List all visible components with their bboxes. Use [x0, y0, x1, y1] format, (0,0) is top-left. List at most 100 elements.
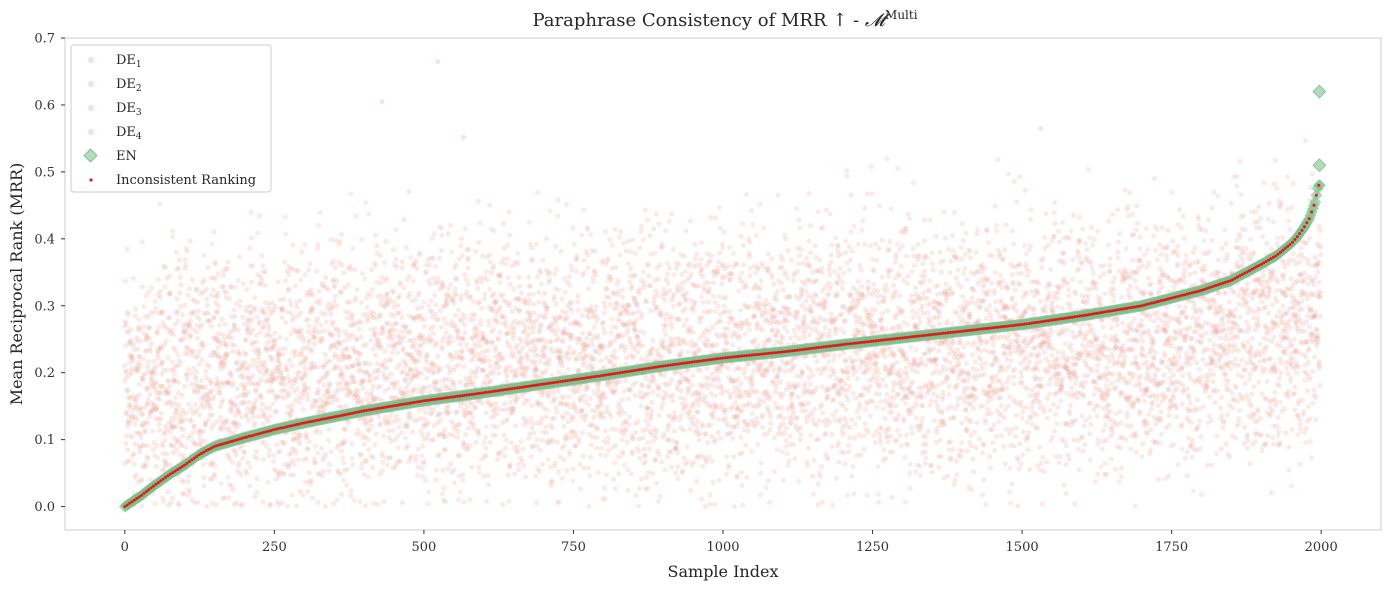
de-point	[654, 211, 660, 217]
de-point	[1012, 287, 1018, 293]
de-point	[673, 440, 679, 446]
de-point	[1155, 315, 1161, 321]
de-point	[312, 460, 318, 466]
de-point	[334, 278, 340, 284]
de-point	[127, 360, 133, 366]
de-point	[177, 451, 183, 457]
de-point	[562, 437, 568, 443]
de-point	[132, 313, 138, 319]
de-point	[1020, 429, 1026, 435]
de-point	[954, 472, 960, 478]
de-point	[936, 464, 942, 470]
de-point	[636, 290, 642, 296]
de-point	[570, 466, 576, 472]
de-point	[475, 198, 481, 204]
de-point	[820, 353, 827, 359]
de-point	[359, 299, 365, 305]
de-point	[159, 360, 166, 366]
de-point	[771, 281, 777, 287]
de-point	[545, 457, 551, 463]
de-point	[175, 352, 181, 358]
de-point	[157, 390, 163, 396]
de-point	[501, 297, 507, 303]
de-point	[312, 459, 318, 465]
de-point	[605, 255, 611, 262]
de-point	[389, 380, 395, 386]
de-point	[576, 351, 583, 357]
de-point	[395, 350, 401, 356]
de-point	[475, 365, 481, 371]
de-point	[242, 385, 248, 392]
de-point	[596, 403, 602, 409]
de-point	[941, 356, 947, 362]
de-point	[698, 496, 705, 502]
de-point	[387, 455, 393, 461]
de-point	[588, 454, 594, 460]
de-point	[264, 367, 270, 374]
de-point	[234, 404, 240, 410]
de-point	[1184, 449, 1190, 455]
de-point	[240, 280, 246, 287]
de-point	[359, 270, 365, 276]
de-point	[1068, 228, 1074, 234]
de-point	[514, 368, 520, 374]
de-point	[1115, 207, 1121, 213]
de-point	[838, 251, 845, 257]
de-point	[953, 385, 959, 391]
de-point	[1024, 366, 1031, 372]
de-point	[895, 427, 901, 433]
de-point	[969, 385, 975, 391]
de-point	[387, 455, 393, 461]
de-point	[331, 258, 337, 264]
de-point	[700, 382, 706, 388]
de-point	[216, 322, 222, 328]
de-point	[451, 301, 457, 307]
de-point	[674, 440, 680, 446]
de-point	[1044, 369, 1050, 375]
de-point	[932, 299, 939, 305]
de-point	[168, 402, 175, 408]
de-point	[560, 330, 566, 336]
de-point	[378, 280, 384, 286]
de-point	[616, 234, 623, 240]
de-point	[216, 338, 222, 344]
de-point	[682, 269, 688, 275]
de-point	[296, 432, 303, 438]
de-point	[1061, 482, 1067, 488]
de-point	[835, 242, 841, 249]
de-point	[812, 301, 818, 307]
de-point	[867, 383, 873, 389]
de-point	[486, 322, 492, 328]
de-point	[382, 358, 388, 364]
de-point	[643, 375, 650, 381]
de-point	[463, 432, 469, 438]
de-point	[335, 468, 341, 474]
de-point	[487, 252, 493, 258]
de-point	[877, 431, 883, 437]
de-point	[368, 309, 374, 315]
de-point	[510, 405, 517, 411]
de-point	[577, 461, 583, 467]
de-point	[465, 281, 471, 287]
de-point	[274, 353, 280, 359]
de-point	[1230, 405, 1236, 411]
de-point	[156, 427, 163, 433]
de-point	[474, 279, 480, 286]
de-point	[798, 286, 804, 292]
de-point	[550, 437, 556, 443]
de-point	[186, 401, 192, 407]
de-point	[166, 327, 172, 334]
de-point	[137, 354, 143, 360]
de-point	[1251, 249, 1257, 256]
de-point	[634, 334, 641, 340]
de-point	[448, 222, 454, 228]
de-point	[616, 470, 622, 477]
de-point	[1097, 296, 1104, 302]
de-point	[981, 297, 987, 303]
de-point	[761, 431, 767, 438]
de-point	[948, 291, 955, 297]
de-point	[158, 311, 164, 317]
de-point	[254, 314, 260, 320]
de-point	[884, 391, 890, 397]
de-point	[606, 358, 612, 365]
